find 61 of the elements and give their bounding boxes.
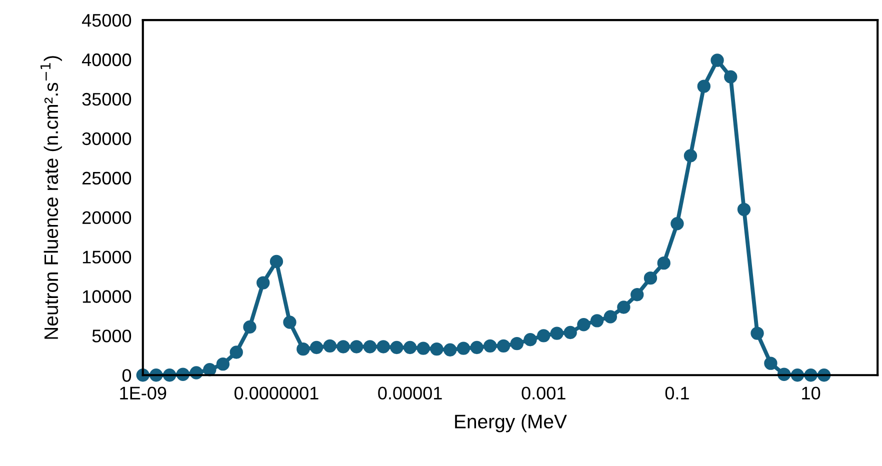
point xyxy=(604,310,618,324)
y-tick-label: 35000 xyxy=(82,92,132,106)
point xyxy=(524,333,537,346)
y-tick-label: 10000 xyxy=(82,290,132,303)
point xyxy=(630,288,644,302)
point xyxy=(710,54,724,67)
y-tick-label: 45000 xyxy=(82,14,132,27)
point xyxy=(350,340,364,354)
point xyxy=(484,339,497,353)
y-tick-label: 0 xyxy=(122,369,132,382)
point xyxy=(416,342,430,355)
y-tick-label: 5000 xyxy=(92,330,132,342)
x-tick-label: 10 xyxy=(802,386,820,400)
point xyxy=(390,340,404,354)
point xyxy=(617,300,630,314)
y-axis-title: Neutron Fluence rate (n.cm².s$^{−1}$) xyxy=(40,56,62,339)
point xyxy=(310,340,324,354)
point xyxy=(590,314,604,328)
point xyxy=(230,346,243,359)
point xyxy=(376,340,390,354)
y-tick-label: 15000 xyxy=(82,250,132,264)
point xyxy=(283,316,296,329)
point xyxy=(444,343,457,356)
y-tick-label: 40000 xyxy=(82,53,132,66)
point xyxy=(456,342,470,355)
point xyxy=(684,149,698,162)
x-tick-label: 0.0000001 xyxy=(234,386,318,400)
point xyxy=(363,340,377,354)
point xyxy=(323,339,336,353)
x-axis-title: Energy (MeV xyxy=(455,414,567,432)
point xyxy=(550,326,564,340)
point xyxy=(496,339,510,353)
point xyxy=(203,363,216,376)
point xyxy=(256,276,270,290)
point xyxy=(403,340,417,354)
x-tick-label: 1E-09 xyxy=(120,386,166,400)
point xyxy=(510,336,524,350)
point xyxy=(430,342,444,356)
point xyxy=(750,326,764,340)
point xyxy=(737,202,751,216)
point xyxy=(697,80,711,93)
y-tick-label: 30000 xyxy=(82,132,132,146)
point xyxy=(470,340,484,354)
point xyxy=(296,342,310,356)
point xyxy=(577,318,590,332)
x-tick-label: 0.001 xyxy=(522,386,566,400)
point xyxy=(216,357,230,371)
y-tick-label: 20000 xyxy=(82,211,132,224)
point xyxy=(537,329,550,342)
x-tick-label: 0.1 xyxy=(665,386,689,400)
point xyxy=(644,271,658,285)
point xyxy=(336,340,350,354)
point xyxy=(764,356,778,370)
point xyxy=(724,70,738,84)
x-tick-label: 0.00001 xyxy=(378,386,442,400)
point xyxy=(657,256,670,270)
point xyxy=(564,326,577,340)
point xyxy=(243,320,256,334)
point xyxy=(270,254,284,268)
point xyxy=(670,217,684,230)
y-tick-label: 25000 xyxy=(82,172,132,185)
